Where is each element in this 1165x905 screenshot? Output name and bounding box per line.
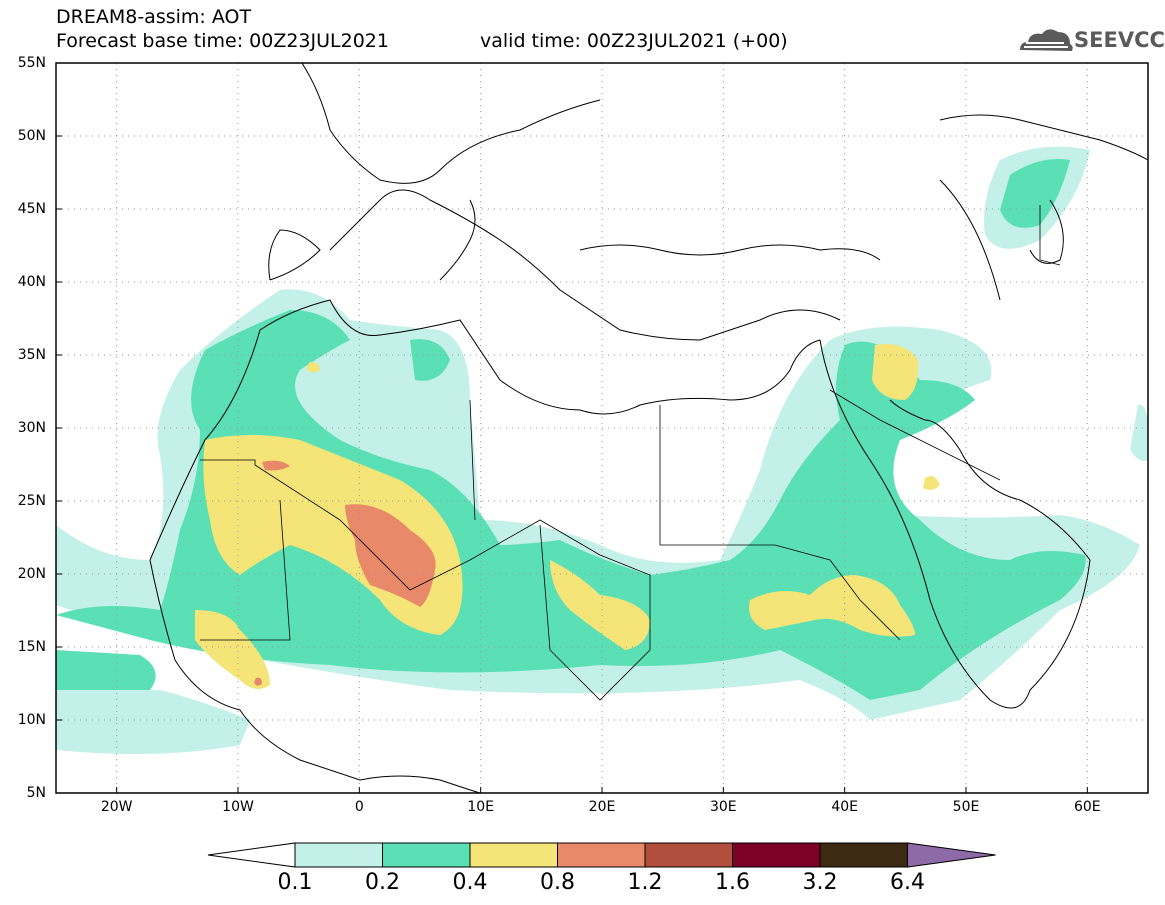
aot-0.4-region [550, 560, 650, 650]
aot-0.1-region [56, 690, 250, 754]
colorbar-swatch [557, 842, 646, 868]
lon-label: 50E [952, 799, 980, 815]
colorbar-low-triangle [207, 842, 296, 868]
colorbar-label: 0.8 [540, 870, 575, 895]
lon-label: 20E [588, 799, 616, 815]
lat-label: 35N [17, 347, 46, 363]
aot-0.4-region [195, 610, 270, 689]
country-borders [200, 205, 1061, 701]
lat-label: 10N [17, 712, 46, 728]
cloud-icon [1020, 29, 1073, 51]
aot-0.8-region [254, 677, 262, 686]
aot-0.2-region [56, 650, 156, 690]
valid-time: valid time: 00Z23JUL2021 (+00) [480, 30, 788, 52]
colorbar-label: 0.4 [452, 870, 488, 895]
aot-0.2-region [410, 339, 450, 381]
colorbar-label: 1.6 [715, 870, 750, 895]
aot-0.8-region [345, 504, 436, 607]
colorbar-swatch [469, 842, 558, 868]
lon-label: 10E [467, 799, 494, 815]
colorbar-swatch [382, 842, 471, 868]
aot-0.4-region [749, 575, 915, 637]
logo-text: SEEVCCC [1074, 28, 1165, 52]
aot-0.8-region [262, 460, 290, 471]
aot-shading [56, 146, 1148, 754]
forecast-base-time: Forecast base time: 00Z23JUL2021 [56, 30, 389, 52]
axis-ticks [56, 62, 1088, 794]
lat-label: 45N [17, 201, 46, 217]
colorbar-swatch [294, 842, 383, 868]
lat-label: 50N [17, 128, 46, 144]
lat-label: 40N [17, 274, 46, 290]
colorbar [207, 842, 996, 868]
lat-label: 30N [17, 420, 46, 436]
lon-label: 10W [222, 799, 254, 815]
lat-label: 25N [17, 493, 46, 509]
colorbar-label: 3.2 [802, 870, 838, 895]
colorbar-label: 1.2 [627, 870, 663, 895]
colorbar-label: 0.1 [277, 870, 313, 895]
colorbar-label: 0.2 [365, 870, 400, 895]
lon-label: 60E [1073, 799, 1101, 815]
lon-label: 40E [831, 799, 858, 815]
lat-label: 20N [17, 566, 46, 582]
aot-0.4-region [306, 362, 320, 373]
lat-label: 15N [17, 639, 46, 655]
lon-label: 0 [354, 799, 364, 815]
colorbar-high-triangle [907, 842, 996, 868]
lon-label: 30E [709, 799, 737, 815]
colorbar-swatch [819, 842, 908, 868]
aot-0.4-region [872, 344, 919, 400]
coastlines [149, 63, 1148, 793]
graticule [56, 63, 1148, 793]
aot-0.1-region [1130, 404, 1148, 462]
colorbar-swatch [644, 842, 733, 868]
lon-label: 20W [100, 799, 133, 815]
colorbar-label: 6.4 [890, 870, 925, 895]
lat-label: 5N [26, 785, 46, 801]
aot-0.2-region [1000, 159, 1070, 228]
colorbar-swatch [732, 842, 821, 868]
aot-0.4-region [923, 476, 940, 490]
lat-label: 55N [17, 55, 46, 71]
map-title: DREAM8-assim: AOT [56, 6, 252, 28]
